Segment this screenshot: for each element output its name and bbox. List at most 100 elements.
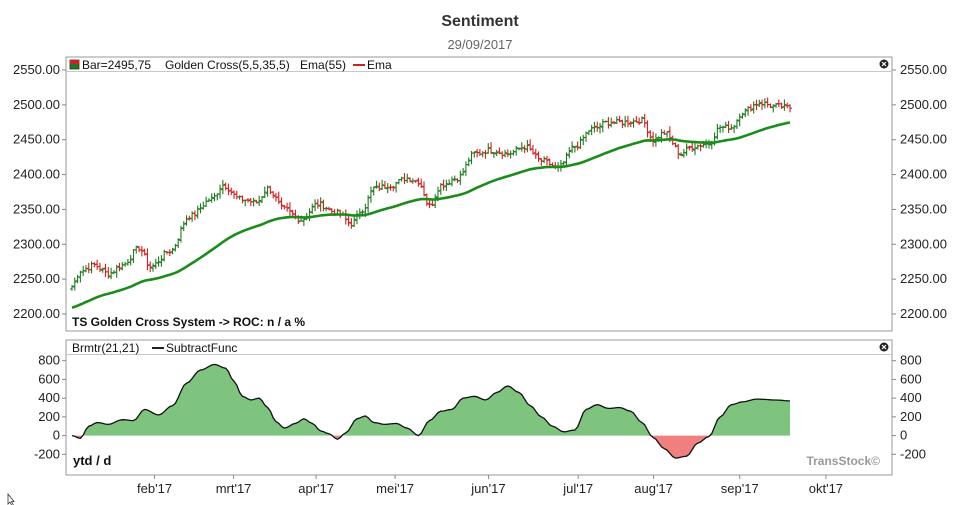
price-bar bbox=[176, 238, 181, 248]
price-bar bbox=[441, 179, 446, 191]
price-bar bbox=[142, 248, 147, 256]
price-bar bbox=[779, 102, 784, 109]
price-bar bbox=[209, 193, 214, 203]
price-panel bbox=[65, 56, 893, 332]
price-bar bbox=[489, 142, 494, 155]
price-bar bbox=[192, 210, 197, 221]
oscillator-area bbox=[71, 363, 791, 459]
oscillator-panel-close-icon[interactable] bbox=[879, 342, 889, 352]
oscillator-y-tick-right: 0 bbox=[900, 428, 907, 443]
price-y-tick-right: 2350.00 bbox=[900, 201, 947, 216]
price-bar bbox=[452, 175, 457, 182]
price-bar bbox=[139, 246, 144, 257]
price-bar bbox=[544, 155, 549, 166]
watermark: TransStock© bbox=[806, 454, 880, 468]
price-bars bbox=[70, 97, 792, 291]
price-bar bbox=[533, 148, 538, 159]
price-bar bbox=[572, 145, 577, 153]
price-bar bbox=[525, 139, 530, 153]
price-bar bbox=[665, 131, 670, 138]
oscillator-y-tick-left: -200 bbox=[34, 446, 60, 461]
price-bar bbox=[519, 142, 524, 152]
price-bar bbox=[768, 103, 773, 109]
price-bar bbox=[611, 121, 616, 125]
price-bar bbox=[114, 264, 119, 278]
price-y-tick-left: 2550.00 bbox=[13, 62, 60, 77]
price-bar bbox=[318, 197, 323, 212]
oscillator-y-tick-left: 800 bbox=[38, 353, 60, 368]
x-tick-label: sep'17 bbox=[721, 481, 759, 496]
price-bar bbox=[567, 147, 572, 159]
price-bar bbox=[723, 121, 728, 129]
x-tick-label: okt'17 bbox=[809, 481, 843, 496]
price-bar bbox=[371, 186, 376, 196]
price-y-tick-left: 2500.00 bbox=[13, 97, 60, 112]
x-tick-label: mei'17 bbox=[376, 481, 414, 496]
price-bar bbox=[771, 104, 776, 113]
price-bar bbox=[246, 198, 251, 203]
x-tick-label: aug'17 bbox=[634, 481, 673, 496]
price-y-tick-right: 2450.00 bbox=[900, 132, 947, 147]
price-bar bbox=[159, 255, 164, 267]
price-bar bbox=[706, 139, 711, 149]
price-y-tick-right: 2550.00 bbox=[900, 62, 947, 77]
price-y-tick-right: 2200.00 bbox=[900, 306, 947, 321]
oscillator-y-tick-left: 200 bbox=[38, 409, 60, 424]
price-bar bbox=[315, 199, 320, 209]
system-footer: TS Golden Cross System -> ROC: n / a % bbox=[72, 315, 305, 329]
oscillator-y-tick-right: 800 bbox=[900, 353, 922, 368]
price-y-tick-left: 2350.00 bbox=[13, 201, 60, 216]
price-bar bbox=[327, 206, 332, 211]
oscillator-y-tick-right: 600 bbox=[900, 371, 922, 386]
price-bar bbox=[178, 225, 183, 243]
price-bar bbox=[187, 215, 192, 221]
price-bar bbox=[774, 102, 779, 108]
x-tick-label: jun'17 bbox=[470, 481, 505, 496]
price-bar bbox=[564, 152, 569, 167]
price-bar bbox=[609, 117, 614, 128]
price-y-tick-left: 2450.00 bbox=[13, 132, 60, 147]
price-bar bbox=[530, 144, 535, 155]
price-y-tick-right: 2250.00 bbox=[900, 271, 947, 286]
price-bar bbox=[681, 149, 686, 158]
x-axis: feb'17 mrt'17 apr'17 mei'17 jun'17 jul'17 aug'… bbox=[137, 475, 843, 496]
price-bar bbox=[262, 186, 267, 198]
x-tick-label: apr'17 bbox=[298, 481, 334, 496]
price-bar bbox=[382, 180, 387, 190]
oscillator-y-tick-right: 200 bbox=[900, 409, 922, 424]
price-bar bbox=[486, 143, 491, 154]
price-bar bbox=[170, 247, 175, 255]
indicator-legend-label: Golden Cross(5,5,35,5) bbox=[165, 58, 290, 72]
price-bar bbox=[368, 186, 373, 203]
price-bar bbox=[444, 179, 449, 192]
oscillator-line bbox=[71, 363, 791, 459]
price-bar bbox=[92, 262, 97, 268]
price-bar bbox=[181, 221, 186, 232]
price-bar bbox=[128, 255, 133, 266]
price-bar bbox=[687, 145, 692, 151]
x-tick-label: mrt'17 bbox=[216, 481, 252, 496]
price-bar bbox=[676, 143, 681, 160]
price-bar bbox=[97, 262, 102, 272]
price-y-tick-left: 2400.00 bbox=[13, 167, 60, 182]
oscillator-y-tick-right: -200 bbox=[900, 446, 926, 461]
oscillator-y-tick-left: 0 bbox=[53, 428, 60, 443]
ema-line bbox=[71, 121, 791, 309]
price-bar bbox=[449, 176, 454, 187]
price-bar bbox=[70, 285, 74, 291]
cursor-icon bbox=[7, 492, 15, 505]
price-bar bbox=[466, 157, 471, 167]
price-panel-close-icon[interactable] bbox=[879, 59, 889, 69]
price-bar bbox=[625, 115, 630, 128]
price-bar bbox=[276, 191, 281, 205]
chart-date: 29/09/2017 bbox=[447, 37, 512, 52]
oscillator-legend-func: SubtractFunc bbox=[166, 341, 237, 355]
oscillator-y-axis-left: 800 600 400 200 0 -200 bbox=[34, 353, 66, 461]
price-bar bbox=[279, 197, 284, 210]
oscillator-y-tick-left: 600 bbox=[38, 371, 60, 386]
price-bar bbox=[734, 119, 739, 130]
price-y-tick-right: 2400.00 bbox=[900, 167, 947, 182]
oscillator-y-tick-right: 400 bbox=[900, 390, 922, 405]
price-bar bbox=[472, 151, 477, 158]
